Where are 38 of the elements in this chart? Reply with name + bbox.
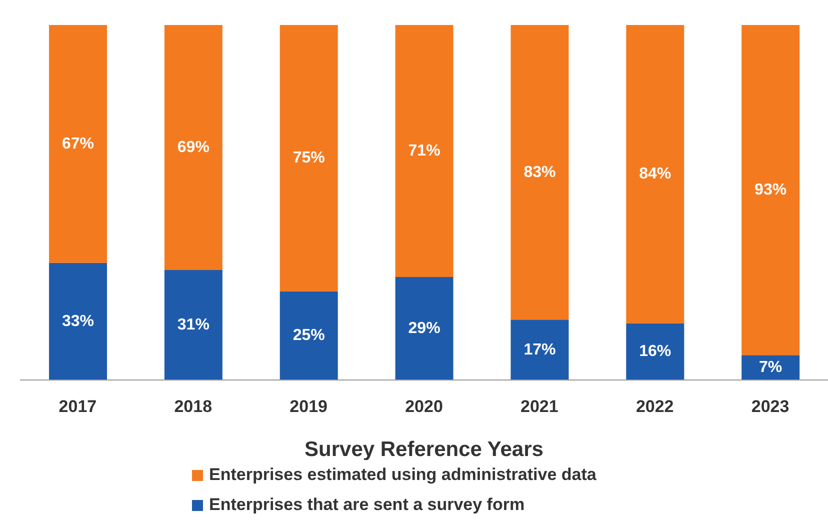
data-label: 31% (177, 316, 210, 334)
bar (164, 270, 222, 380)
bar (395, 277, 454, 380)
bar (510, 25, 569, 320)
bar (626, 25, 684, 324)
data-label: 25% (292, 327, 325, 344)
data-label: 69% (177, 138, 210, 156)
data-label: 33% (62, 312, 94, 330)
bar (626, 323, 684, 380)
x-tick-label: 2019 (290, 397, 328, 416)
data-label: 83% (524, 164, 556, 181)
bar (280, 25, 338, 292)
data-label: 16% (639, 343, 672, 360)
bar (164, 25, 222, 270)
data-label: 67% (62, 135, 94, 152)
legend-label: Enterprises estimated using administrative data (209, 465, 596, 485)
x-tick-label: 2022 (636, 397, 674, 416)
data-label: 29% (408, 320, 440, 338)
bar (742, 25, 800, 356)
x-axis-title: Survey Reference Years (304, 438, 544, 461)
data-label: 17% (524, 341, 556, 358)
bar (395, 25, 454, 278)
data-label: 75% (292, 150, 325, 167)
legend-label: Enterprises that are sent a survey form (209, 495, 525, 515)
bar (49, 25, 107, 263)
bar (49, 262, 107, 380)
bar (510, 320, 569, 380)
bar (742, 355, 800, 380)
data-label: 71% (408, 142, 440, 160)
x-tick-label: 2023 (751, 397, 790, 416)
x-tick-label: 2018 (174, 397, 212, 416)
x-tick-label: 2017 (58, 397, 97, 416)
bar (280, 291, 338, 380)
x-tick-label: 2021 (520, 397, 558, 416)
x-tick-label: 2020 (405, 397, 443, 416)
data-label: 84% (639, 166, 672, 183)
data-label: 7% (759, 359, 782, 376)
data-label: 93% (754, 182, 787, 199)
